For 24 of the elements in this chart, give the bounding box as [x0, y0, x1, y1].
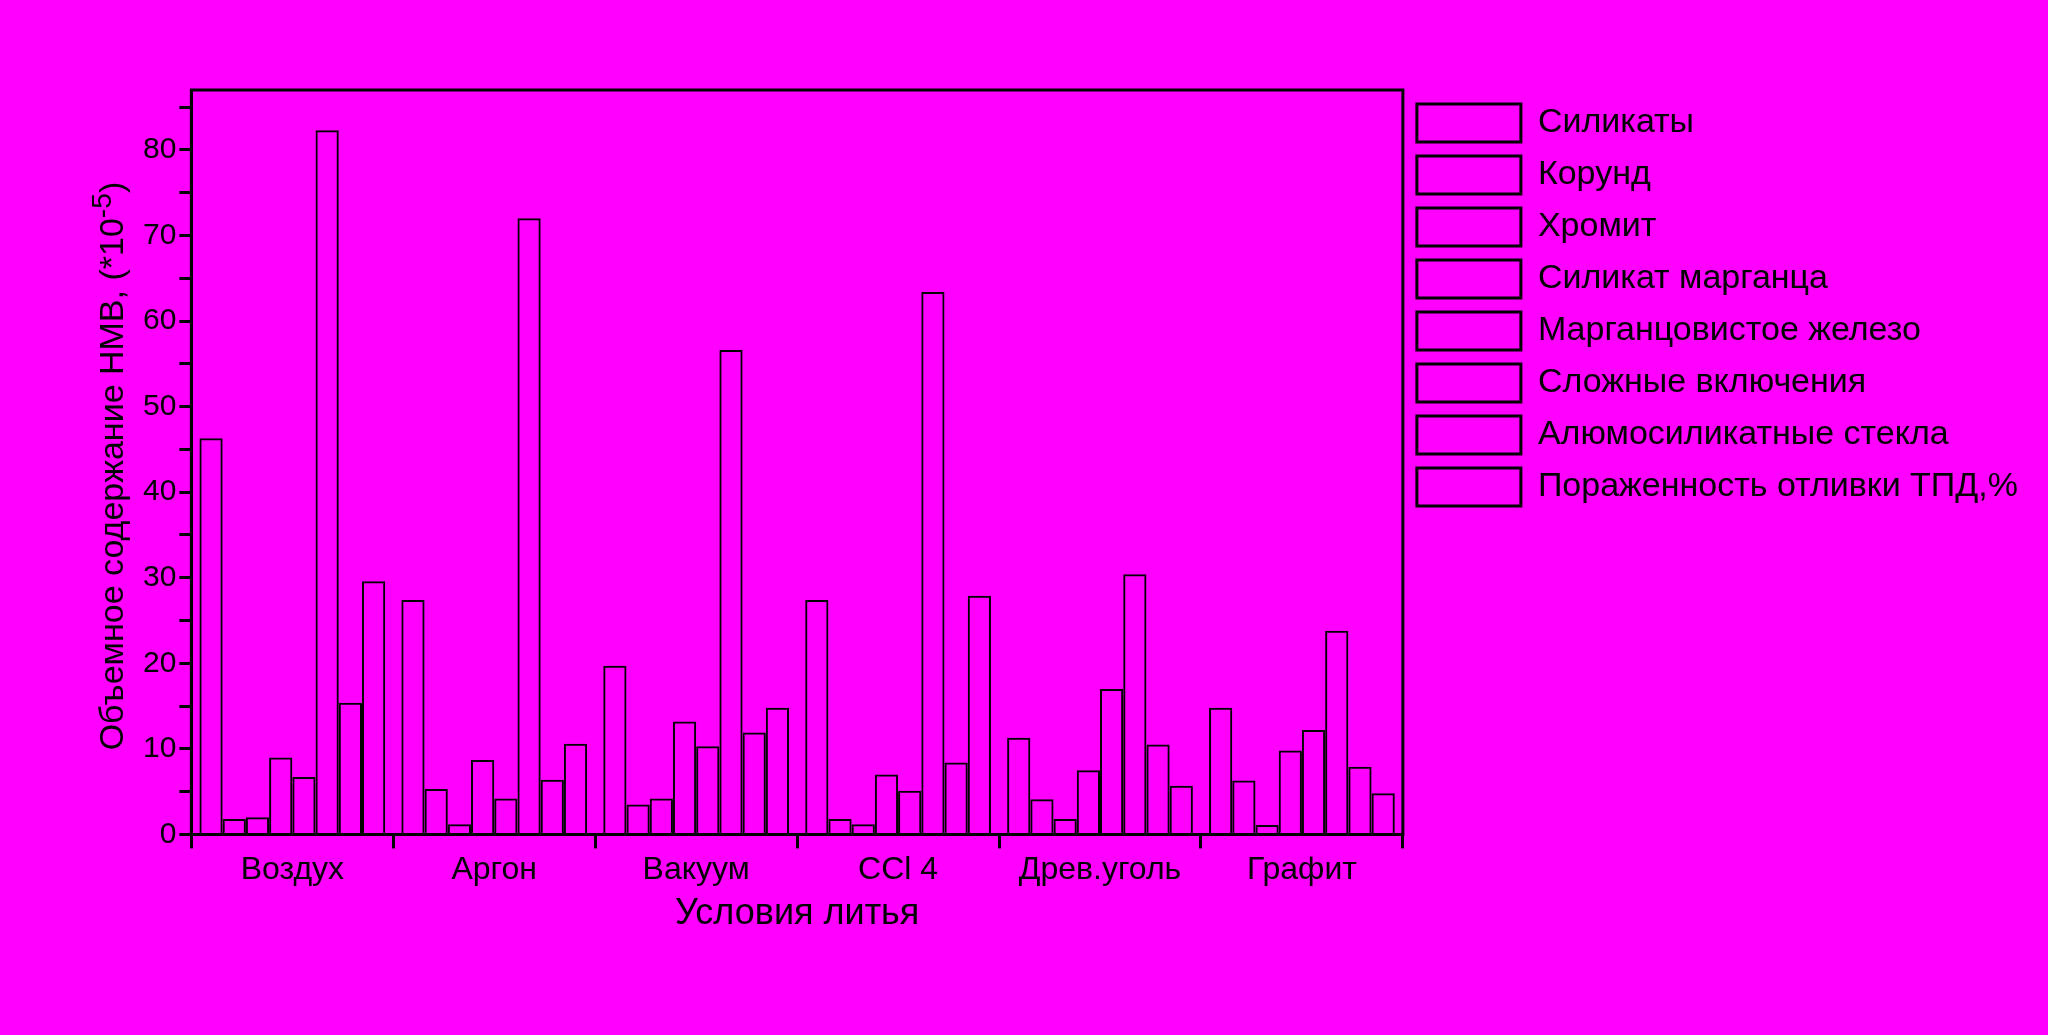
- y-tick-label: 20: [142, 644, 177, 678]
- x-tick-label: Вакуум: [642, 850, 750, 887]
- x-tick-label: Графит: [1246, 850, 1358, 887]
- x-tick-label: Аргон: [451, 850, 538, 887]
- y-tick-label: 80: [142, 131, 177, 165]
- x-tick-label: Воздух: [240, 850, 345, 887]
- y-tick-label: 70: [142, 216, 177, 250]
- y-tick-label: 50: [142, 387, 177, 421]
- y-tick-label: 30: [142, 558, 177, 592]
- y-tick-label: 40: [142, 473, 177, 507]
- legend-label: Сложные включения: [1537, 361, 1867, 400]
- legend-label: Марганцовистое железо: [1537, 309, 1921, 348]
- y-tick-label: 60: [142, 302, 177, 336]
- legend-label: Пораженность отливки ТПД,%: [1537, 465, 2019, 504]
- x-tick-label: Древ.уголь: [1018, 850, 1182, 887]
- legend-label: Хромит: [1537, 205, 1657, 244]
- x-axis-title: Условия литья: [674, 891, 920, 933]
- legend-label: Корунд: [1537, 153, 1651, 192]
- legend-label: Силикаты: [1537, 101, 1695, 140]
- y-tick-label: 0: [159, 815, 177, 849]
- y-tick-label: 10: [142, 730, 177, 764]
- x-tick-label: CCl 4: [858, 850, 939, 887]
- legend-label: Алюмосиликатные стекла: [1537, 413, 1949, 452]
- legend-label: Силикат марганца: [1537, 257, 1829, 296]
